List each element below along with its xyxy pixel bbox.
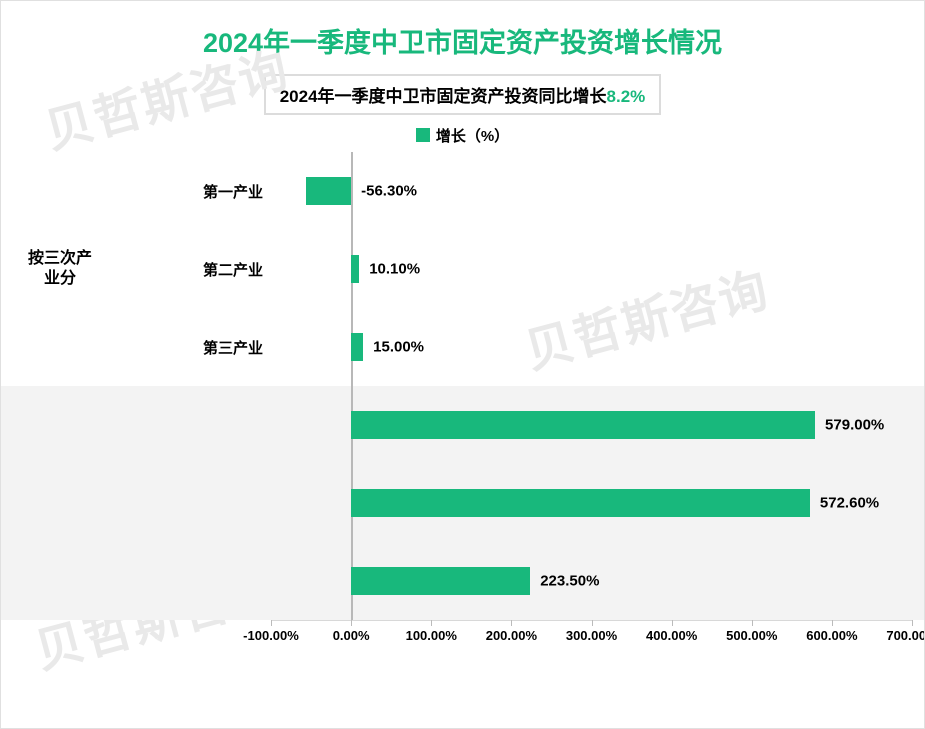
chart-frame: 贝哲斯咨询 贝哲斯咨询 贝哲斯咨询 2024年一季度中卫市固定资产投资增长情况 …: [0, 0, 925, 729]
bar: [351, 255, 359, 283]
bar: [351, 333, 363, 361]
x-tick: [592, 620, 593, 626]
x-tick-label: 0.00%: [333, 628, 370, 643]
bar: [351, 489, 810, 517]
bar-value-label: 223.50%: [540, 573, 599, 590]
group-label: 按三次产 业分: [1, 152, 111, 386]
category-label: 第二产业: [111, 230, 271, 308]
x-tick-label: -100.00%: [243, 628, 299, 643]
bar: [306, 177, 351, 205]
x-tick: [752, 620, 753, 626]
bar: [351, 411, 815, 439]
x-tick: [832, 620, 833, 626]
plot-area: 按三次产 业分按民生领 域分 第一产业第二产业第三产业文化、体育娱乐租赁和商务服…: [1, 152, 924, 620]
subtitle-highlight: 8.2%: [607, 87, 646, 106]
bar-value-label: 15.00%: [373, 339, 424, 356]
bar-value-label: 579.00%: [825, 417, 884, 434]
subtitle-prefix: 2024年一季度中卫市固定资产投资同比增长: [280, 87, 607, 106]
chart-title-text: 2024年一季度中卫市固定资产投资增长情况: [203, 28, 722, 58]
x-tick-label: 200.00%: [486, 628, 537, 643]
axis-zero-line: [351, 152, 353, 620]
x-tick-label: 400.00%: [646, 628, 697, 643]
x-tick-label: 600.00%: [806, 628, 857, 643]
chart-subtitle: 2024年一季度中卫市固定资产投资同比增长8.2%: [264, 74, 662, 115]
bar-value-label: -56.30%: [361, 183, 417, 200]
x-tick-label: 300.00%: [566, 628, 617, 643]
bar-value-label: 10.10%: [369, 261, 420, 278]
chart-title: 2024年一季度中卫市固定资产投资增长情况: [1, 1, 924, 60]
bar: [351, 567, 530, 595]
bars-area: -56.30% 10.10% 15.00% 579.00% 572.60% 223.50%: [271, 152, 924, 620]
x-tick: [351, 620, 352, 626]
x-tick: [431, 620, 432, 626]
chart-legend: 增长（%）: [1, 125, 924, 146]
x-tick-label: 100.00%: [406, 628, 457, 643]
x-tick: [511, 620, 512, 626]
x-tick: [271, 620, 272, 626]
x-tick-label: 700.00%: [886, 628, 925, 643]
bar-value-label: 572.60%: [820, 495, 879, 512]
legend-label: 增长（%）: [436, 128, 509, 145]
x-tick-label: 500.00%: [726, 628, 777, 643]
legend-swatch: [416, 128, 430, 142]
x-axis: -100.00%0.00%100.00%200.00%300.00%400.00…: [271, 620, 924, 660]
x-tick: [912, 620, 913, 626]
category-label: 第一产业: [111, 152, 271, 230]
category-label: 第三产业: [111, 308, 271, 386]
x-tick: [672, 620, 673, 626]
